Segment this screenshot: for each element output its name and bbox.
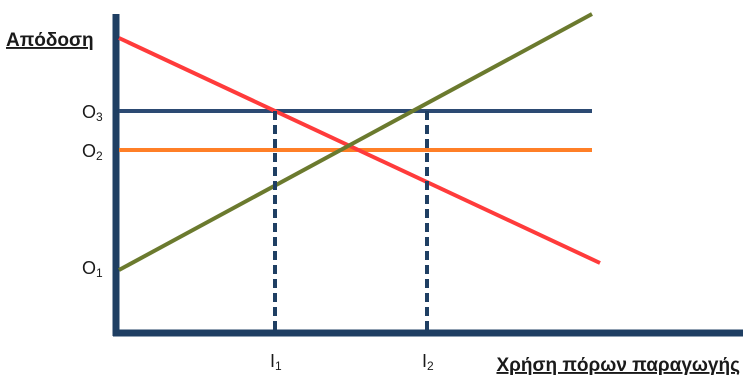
- x-axis-title: Χρήση πόρων παραγωγής: [496, 355, 740, 375]
- y-tick-o1: O1: [82, 258, 103, 280]
- y-tick-o3: O3: [82, 102, 103, 124]
- x-tick-i1: I1: [270, 351, 282, 373]
- y-axis-title: Απόδοση: [6, 30, 94, 51]
- y-tick-o2: O2: [82, 141, 103, 163]
- x-tick-i2: I2: [422, 351, 434, 373]
- rising-line: [118, 12, 593, 272]
- falling-line: [118, 36, 601, 265]
